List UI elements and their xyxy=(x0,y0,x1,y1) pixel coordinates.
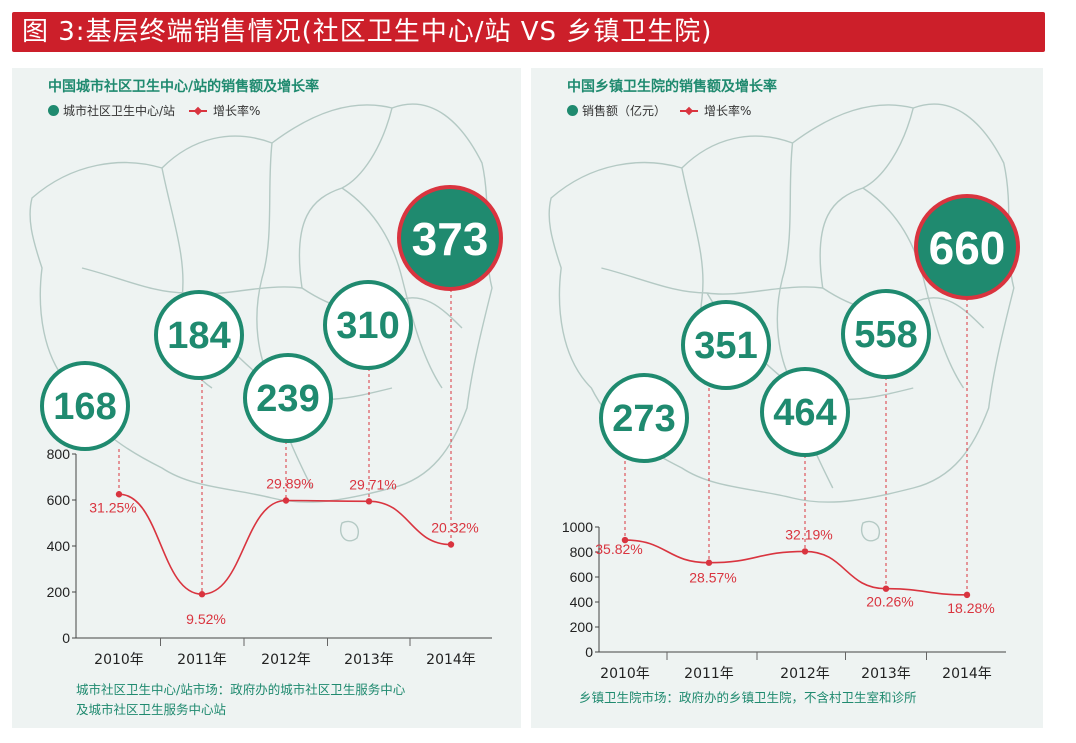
sales-value: 310 xyxy=(336,305,399,347)
growth-label: 18.28% xyxy=(947,600,994,616)
growth-point xyxy=(963,591,971,599)
map-border xyxy=(861,520,880,542)
footnote-line: 城市社区卫生中心/站市场：政府办的城市社区卫生服务中心 xyxy=(76,682,406,697)
map-border xyxy=(340,520,359,542)
growth-label: 29.89% xyxy=(266,476,313,492)
map-border xyxy=(776,142,796,389)
sales-circle xyxy=(40,361,130,451)
x-tick-label: 2010年 xyxy=(94,652,144,668)
growth-label: 28.57% xyxy=(689,570,736,586)
x-tick-label: 2011年 xyxy=(177,652,227,668)
sales-value: 464 xyxy=(773,392,836,434)
community-health-chart: 0 200 400 600 800 2010年 2011年 2012年 2013年 2014年 31… xyxy=(29,103,503,668)
map-border xyxy=(81,267,303,295)
map-border xyxy=(341,187,443,389)
y-tick-label: 800 xyxy=(570,544,594,560)
legend: 城市社区卫生中心/站 增长率% xyxy=(48,102,260,119)
legend-growth-marker xyxy=(680,109,699,112)
growth-point xyxy=(282,497,290,504)
legend-sales-label: 城市社区卫生中心/站 xyxy=(63,104,176,118)
growth-point xyxy=(882,585,890,592)
x-tick-label: 2014年 xyxy=(942,666,992,682)
growth-label: 20.26% xyxy=(866,594,913,610)
y-tick-label: 200 xyxy=(570,619,594,635)
township-hospital-chart: 0 200 400 600 800 1000 2010年 2011年 2012年 2013年 201… xyxy=(548,103,1020,682)
y-tick-label: 200 xyxy=(47,584,71,600)
growth-label: 35.82% xyxy=(595,541,642,557)
sales-circle xyxy=(760,367,850,457)
growth-label: 20.32% xyxy=(431,520,478,536)
y-tick-label: 800 xyxy=(47,446,71,462)
figure-banner: 图 3:基层终端销售情况(社区卫生中心/站 VS 乡镇卫生院) xyxy=(12,12,1045,52)
sales-value: 351 xyxy=(694,325,757,367)
sales-value: 168 xyxy=(53,386,116,428)
y-tick-label: 0 xyxy=(585,644,593,660)
x-tick-label: 2013年 xyxy=(861,666,911,682)
x-tick-label: 2013年 xyxy=(344,652,394,668)
map-border xyxy=(256,142,275,389)
map-border xyxy=(601,267,823,295)
legend: 销售额（亿元） 增长率% xyxy=(567,102,751,119)
legend-growth-marker xyxy=(189,109,208,112)
legend-sales-marker xyxy=(48,105,59,116)
growth-rate-line xyxy=(118,493,452,596)
footnote: 城市社区卫生中心/站市场：政府办的城市社区卫生服务中心 及城市社区卫生服务中心站 xyxy=(76,680,405,720)
legend-sales-label: 销售额（亿元） xyxy=(582,104,667,118)
growth-point xyxy=(115,491,123,498)
footnote-line: 乡镇卫生院市场：政府办的乡镇卫生院，不含村卫生室和诊所 xyxy=(579,690,917,705)
panel-township-hospital: 0 200 400 600 800 1000 2010年 2011年 2012年 2013年 201… xyxy=(531,68,1043,728)
sales-circle-highlight xyxy=(914,194,1020,300)
growth-rate-line xyxy=(624,539,968,596)
growth-label: 31.25% xyxy=(89,499,136,515)
china-map-outline xyxy=(548,103,1015,542)
panel-title: 中国乡镇卫生院的销售额及增长率 xyxy=(567,79,777,95)
sales-circle xyxy=(323,280,413,370)
legend-sales-marker xyxy=(567,105,578,116)
sales-circle xyxy=(243,353,333,443)
sales-circle xyxy=(599,373,689,463)
sales-value: 239 xyxy=(256,378,319,420)
legend-growth-label: 增长率% xyxy=(213,104,261,118)
sales-value: 273 xyxy=(612,398,675,440)
y-tick-label: 600 xyxy=(570,569,594,585)
y-tick-label: 600 xyxy=(47,492,71,508)
growth-point xyxy=(801,548,809,555)
y-tick-label: 1000 xyxy=(562,519,593,535)
sales-value: 660 xyxy=(929,222,1006,274)
growth-point xyxy=(198,591,206,598)
growth-point xyxy=(621,536,629,544)
sales-circle xyxy=(681,300,771,390)
panel-community-health: 0 200 400 600 800 2010年 2011年 2012年 2013年 2014年 31… xyxy=(12,68,521,728)
x-tick-label: 2011年 xyxy=(684,666,734,682)
x-tick-label: 2010年 xyxy=(600,666,650,682)
map-border xyxy=(862,187,965,389)
growth-point xyxy=(365,498,373,505)
sales-circle xyxy=(154,290,244,380)
sales-value: 558 xyxy=(854,314,917,356)
y-tick-label: 0 xyxy=(62,630,70,646)
growth-point xyxy=(447,541,455,548)
sales-circle-highlight xyxy=(397,185,503,291)
sales-value: 184 xyxy=(167,315,230,357)
x-tick-label: 2012年 xyxy=(261,652,311,668)
figure-title: 图 3:基层终端销售情况(社区卫生中心/站 VS 乡镇卫生院) xyxy=(22,17,713,47)
y-tick-label: 400 xyxy=(47,538,71,554)
footnote: 乡镇卫生院市场：政府办的乡镇卫生院，不含村卫生室和诊所 xyxy=(579,688,917,708)
map-border xyxy=(298,107,393,289)
legend-growth-label: 增长率% xyxy=(704,104,752,118)
sales-circle xyxy=(841,289,931,379)
panel-title: 中国城市社区卫生中心/站的销售额及增长率 xyxy=(48,79,320,95)
y-tick-label: 400 xyxy=(570,594,594,610)
growth-label: 29.71% xyxy=(349,476,396,492)
sales-value: 373 xyxy=(412,213,489,265)
growth-label: 32.19% xyxy=(785,526,832,542)
map-border xyxy=(819,107,914,289)
x-tick-label: 2014年 xyxy=(426,652,476,668)
map-border xyxy=(548,103,1015,503)
x-tick-label: 2012年 xyxy=(780,666,830,682)
footnote-line: 及城市社区卫生服务中心站 xyxy=(76,702,227,717)
growth-point xyxy=(705,559,713,566)
china-map-outline xyxy=(29,103,493,542)
growth-label: 9.52% xyxy=(186,611,226,627)
